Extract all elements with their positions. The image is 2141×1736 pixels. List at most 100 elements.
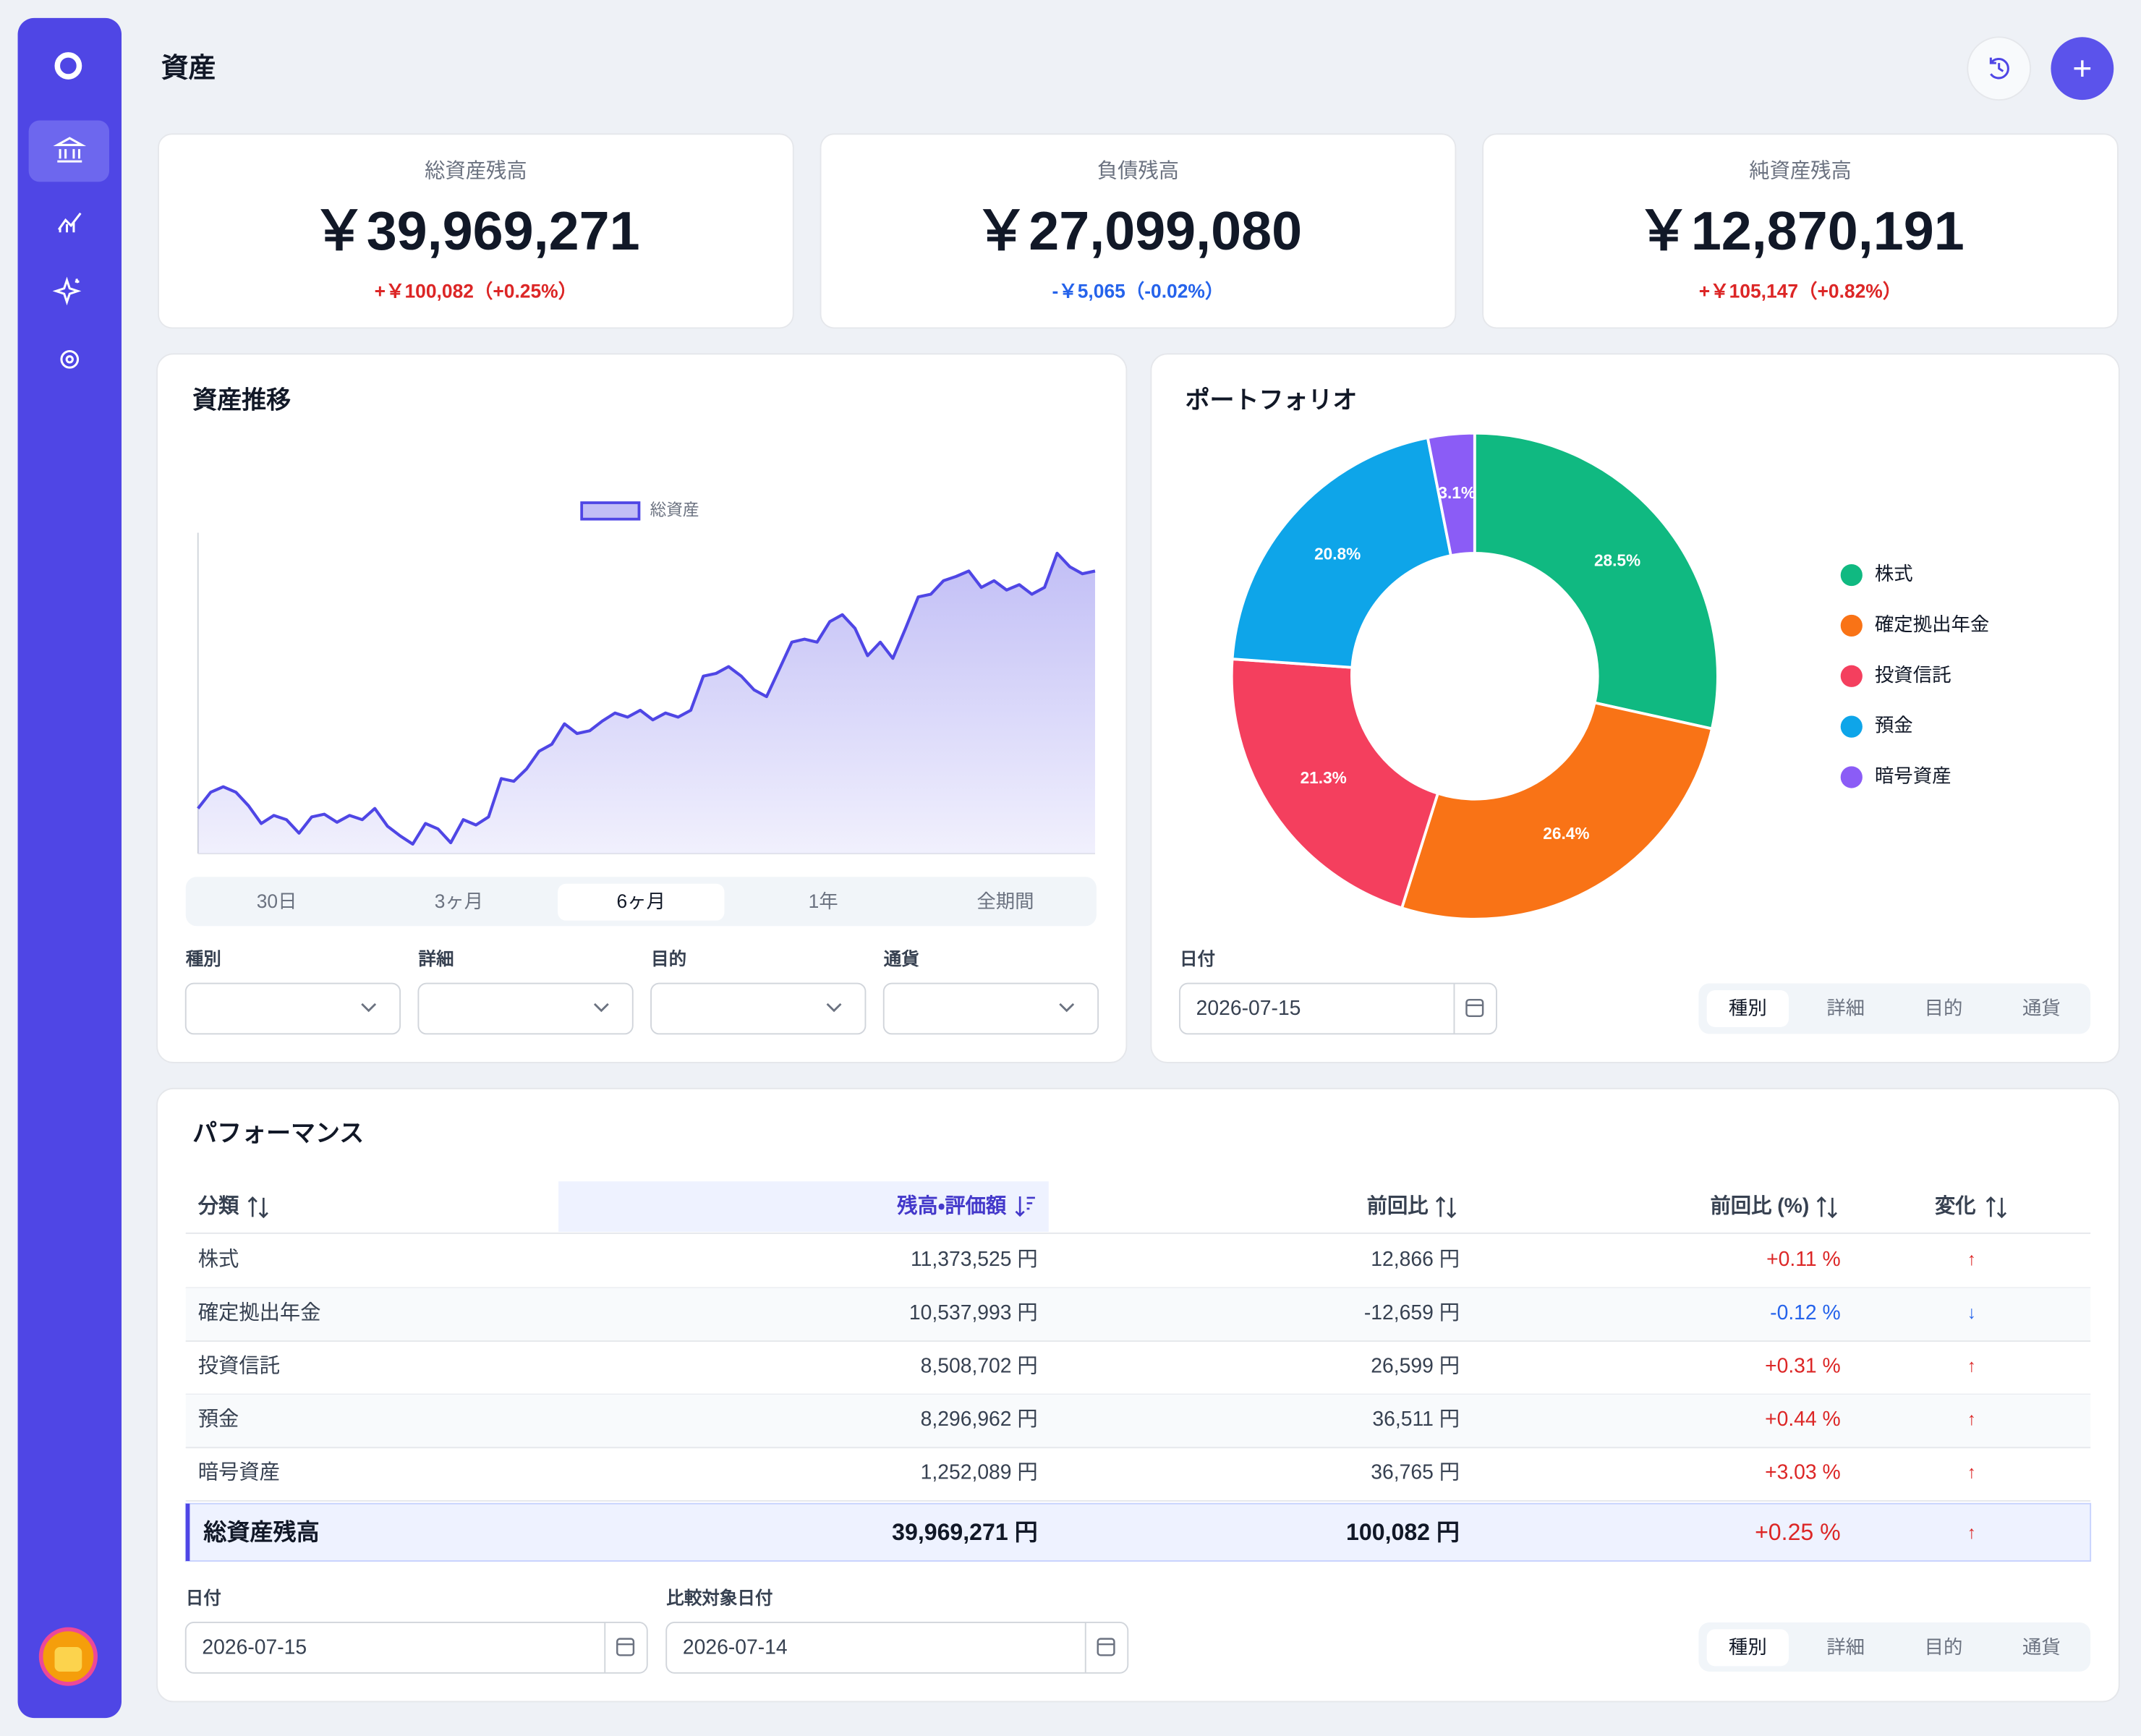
filter-label: 種別 (186, 949, 221, 969)
calendar-icon[interactable] (1097, 1638, 1115, 1656)
tab[interactable]: 種別 (1729, 997, 1767, 1018)
date-label: 比較対象日付 (666, 1588, 772, 1608)
tab-active[interactable] (1706, 990, 1789, 1027)
panel-title: ポートフォリオ (1186, 386, 1358, 414)
legend-label: 投資信託 (1875, 664, 1951, 686)
filter-select[interactable] (882, 982, 1099, 1035)
select-chevron (361, 1003, 377, 1013)
tab[interactable]: 種別 (1729, 1636, 1767, 1658)
sort-icon[interactable] (1435, 1196, 1457, 1219)
table-cell: 8,296,962 円 (921, 1407, 1038, 1430)
date-input[interactable] (1179, 982, 1497, 1035)
card-amount: ￥12,870,191 (1636, 201, 1964, 262)
date-input[interactable] (184, 1622, 648, 1674)
range-button[interactable]: 1年 (809, 890, 838, 912)
legend-label: 株式 (1875, 563, 1913, 584)
tab[interactable]: 詳細 (1826, 1636, 1865, 1658)
table-cell: 確定拠出年金 (198, 1301, 321, 1324)
table-cell: 11,373,525 円 (911, 1247, 1038, 1270)
logo[interactable] (54, 52, 82, 80)
donut-slice (1473, 431, 1719, 731)
tab-active[interactable] (1706, 1629, 1789, 1667)
table-cell: +0.11 % (1766, 1247, 1841, 1270)
tab-bar (1698, 1622, 2091, 1672)
legend-dot (1840, 766, 1863, 788)
filter-select[interactable] (184, 982, 401, 1035)
range-button[interactable]: 30日 (257, 890, 297, 912)
legend-dot (1840, 665, 1863, 687)
avatar-face (54, 1646, 82, 1672)
summary-card (1482, 133, 2119, 329)
row-bg (185, 1394, 2091, 1448)
nav-active[interactable] (28, 120, 110, 182)
filter-select[interactable] (417, 982, 634, 1035)
sort-icon[interactable] (247, 1196, 268, 1219)
total-cell: ↑ (1967, 1523, 1976, 1543)
filter-label: 目的 (651, 948, 686, 969)
select-chevron (826, 1003, 842, 1013)
filter-label: 詳細 (418, 948, 454, 969)
tab[interactable]: 通貨 (2022, 1636, 2061, 1658)
range-button[interactable]: 全期間 (976, 890, 1034, 912)
range-button[interactable]: 6ヶ月 (617, 890, 665, 912)
card-change: +￥100,082（+0.25%） (375, 280, 577, 302)
panel-title: パフォーマンス (192, 1120, 364, 1147)
nav-analytics-icon[interactable] (57, 212, 82, 233)
legend-label: 暗号資産 (1875, 765, 1951, 786)
select-chevron (1059, 1003, 1075, 1013)
total-row-bg (184, 1502, 2092, 1562)
column-header[interactable]: 変化 (1935, 1194, 1976, 1217)
sorted-header-bg (558, 1181, 1049, 1233)
donut-slice (1400, 701, 1714, 921)
table-cell: 投資信託 (198, 1353, 280, 1377)
calendar-icon[interactable] (616, 1638, 635, 1656)
nav-assets-icon[interactable] (53, 137, 87, 163)
area-line (197, 551, 1096, 846)
table-cell: -0.12 % (1770, 1301, 1841, 1324)
table-cell: ↑ (1967, 1463, 1976, 1483)
total-cell: 総資産残高 (203, 1519, 319, 1545)
slice-label: 28.5% (1594, 550, 1640, 569)
total-cell: 39,969,271 円 (892, 1519, 1038, 1545)
tab[interactable]: 目的 (1925, 997, 1963, 1018)
card-change: +￥105,147（+0.82%） (1699, 280, 1902, 302)
tab[interactable]: 詳細 (1826, 997, 1865, 1018)
range-button-active[interactable] (558, 883, 725, 921)
card-label: 純資産残高 (1749, 159, 1852, 182)
area-fill (197, 553, 1095, 854)
filter-select[interactable] (650, 982, 867, 1035)
calendar-icon[interactable] (1465, 998, 1484, 1018)
column-header[interactable]: 前回比 (%) (1711, 1194, 1810, 1217)
sort-icon[interactable] (1985, 1196, 2007, 1219)
summary-card (158, 133, 794, 329)
table-cell: ↑ (1967, 1356, 1976, 1376)
range-button[interactable]: 3ヶ月 (435, 890, 484, 912)
card-label: 負債残高 (1097, 159, 1179, 182)
slice-label: 20.8% (1314, 544, 1361, 563)
column-header[interactable]: 前回比 (1367, 1194, 1429, 1217)
table-cell: -12,659 円 (1364, 1301, 1460, 1324)
nav-settings-icon[interactable] (60, 349, 80, 369)
tab[interactable]: 目的 (1925, 1636, 1963, 1658)
column-header[interactable]: 分類 (197, 1194, 239, 1217)
table-cell: 8,508,702 円 (921, 1353, 1038, 1377)
sort-icon[interactable] (1816, 1196, 1837, 1219)
date-value: 2026-07-15 (202, 1635, 307, 1658)
total-cell: 100,082 円 (1346, 1519, 1460, 1545)
column-header[interactable]: 残高・評価額 (896, 1194, 1007, 1217)
table-cell: 10,537,993 円 (909, 1301, 1038, 1324)
legend-label: 預金 (1875, 715, 1913, 736)
tab[interactable]: 通貨 (2022, 997, 2061, 1018)
sort-icon[interactable] (1015, 1196, 1035, 1217)
page-title: 資産 (161, 53, 216, 83)
table-cell: ↑ (1967, 1250, 1976, 1269)
donut-slice (1426, 431, 1476, 558)
table-cell: +3.03 % (1765, 1460, 1841, 1484)
table-cell: ↑ (1967, 1410, 1976, 1429)
select-chevron (593, 1003, 609, 1013)
card-change: -￥5,065（-0.02%） (1052, 280, 1225, 302)
date-input[interactable] (665, 1622, 1129, 1674)
nav-ai-icon[interactable] (52, 276, 82, 306)
date-label: 日付 (1180, 949, 1215, 969)
